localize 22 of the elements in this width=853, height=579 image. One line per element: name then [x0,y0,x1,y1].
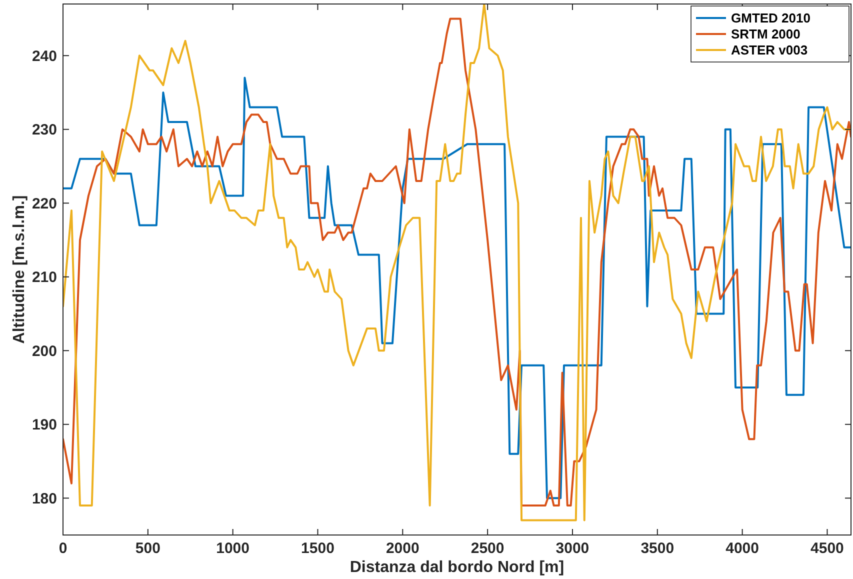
y-axis-title: Altitudine [m.s.l.m.] [11,195,28,344]
y-tick-label: 240 [32,48,57,65]
x-tick-label: 2000 [386,540,420,557]
y-tick-label: 230 [32,122,57,139]
legend-label: ASTER v003 [731,42,808,58]
x-tick-label: 3000 [556,540,590,557]
x-tick-label: 2500 [470,540,504,557]
y-tick-label: 220 [32,195,57,212]
x-axis-title: Distanza dal bordo Nord [m] [350,559,564,576]
x-tick-label: 4500 [810,540,844,557]
y-tick-label: 200 [32,342,57,360]
x-tick-label: 1500 [301,540,334,557]
y-tick-label: 180 [32,490,57,508]
x-tick-label: 1000 [216,540,250,557]
x-tick-label: 4000 [726,540,759,557]
legend-label: SRTM 2000 [731,26,800,42]
y-tick-label: 210 [32,269,57,286]
x-tick-label: 500 [135,540,160,557]
legend-label: GMTED 2010 [731,10,810,26]
x-tick-label: 3500 [640,540,674,557]
y-tick-label: 190 [32,416,57,434]
x-tick-label: 0 [58,540,68,557]
